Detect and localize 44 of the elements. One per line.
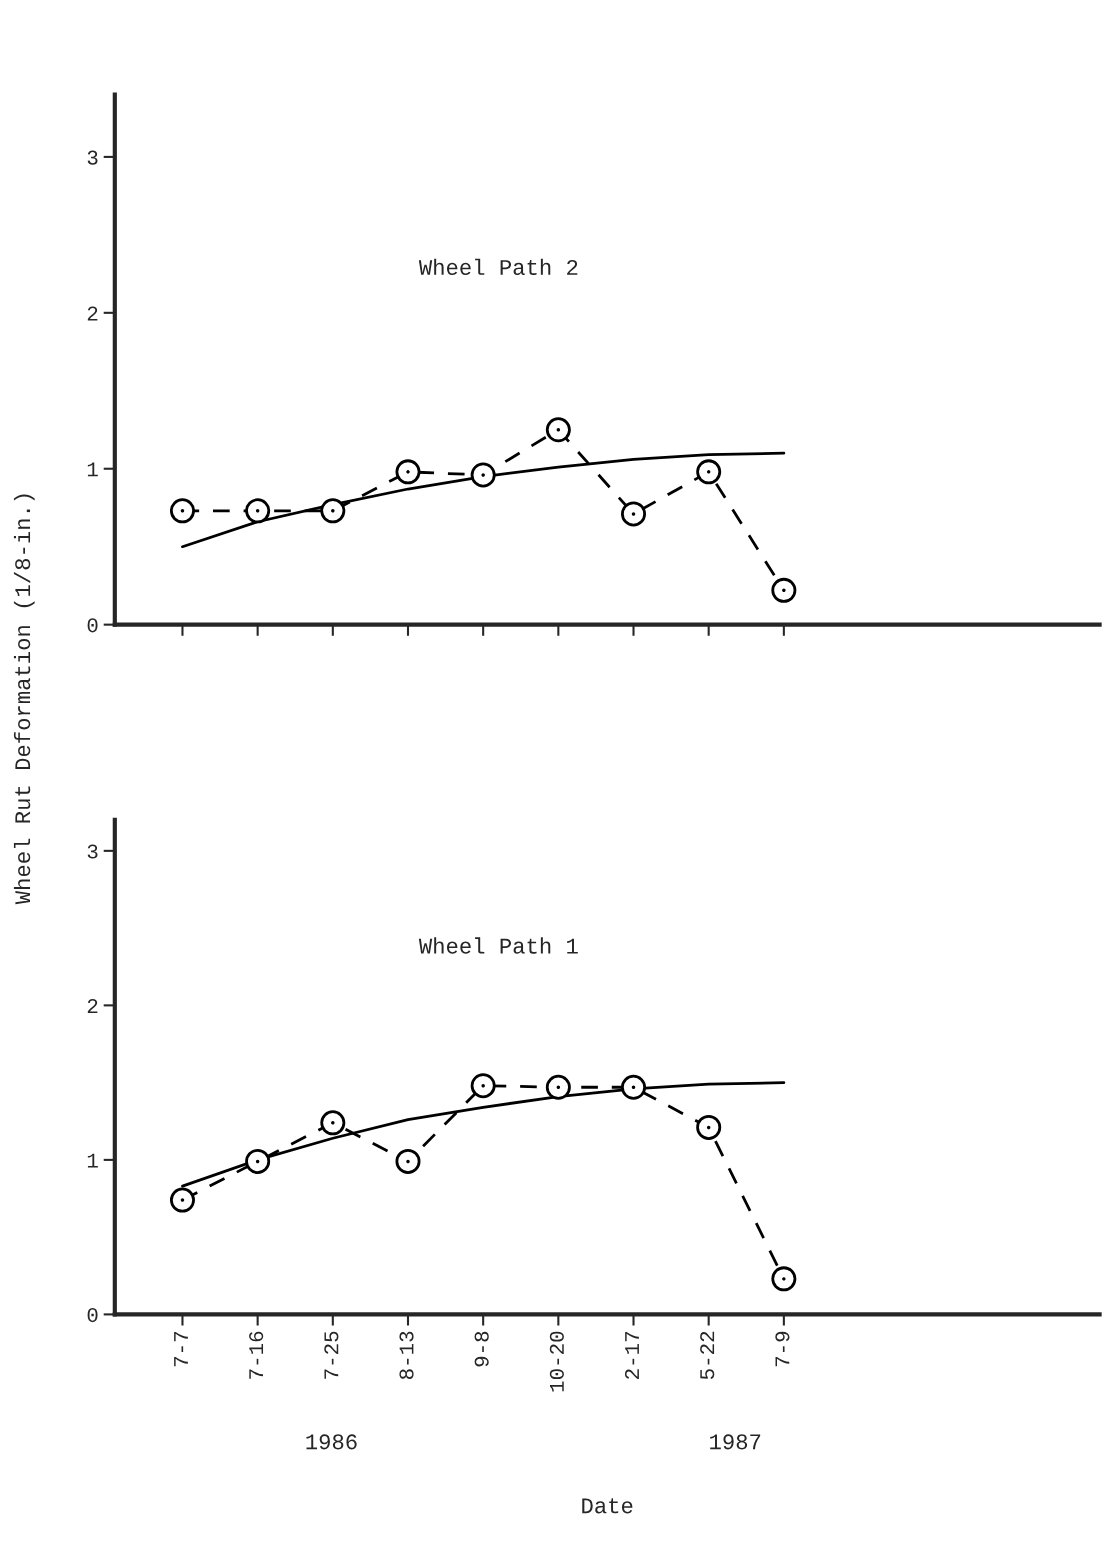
x-axis-title: Date	[582, 1498, 633, 1514]
point	[395, 459, 421, 485]
point	[631, 1085, 636, 1089]
point	[320, 498, 346, 524]
point	[771, 1266, 797, 1292]
point	[545, 417, 571, 443]
text: 1986	[306, 1434, 357, 1450]
point	[245, 498, 271, 524]
x-tick-label: 2-17	[624, 1332, 639, 1379]
y-tick-label: 1	[87, 462, 98, 477]
y-tick-label: 1	[87, 1153, 98, 1168]
y-tick-label: 2	[87, 998, 98, 1013]
x-tick-label: 7-9	[775, 1331, 790, 1367]
x-tick-label: 7-25	[324, 1331, 339, 1379]
y-tick-label: 2	[87, 306, 98, 321]
x-tick-label: 7-16	[249, 1331, 264, 1379]
text: Wheel Path 2	[418, 258, 578, 275]
y-tick-label: 3	[87, 150, 98, 165]
point	[481, 473, 485, 477]
text: Wheel Path 1	[418, 937, 578, 954]
x-tick-label: 5-22	[700, 1331, 715, 1380]
point	[470, 462, 496, 488]
point	[255, 1159, 260, 1164]
point	[621, 1074, 647, 1100]
x-tick-label: 8-13	[399, 1331, 414, 1380]
y-tick-label: 3	[87, 844, 98, 859]
point	[696, 459, 722, 485]
y-axis-title: Wheel Rut Deformation (1/8-in.)	[13, 494, 35, 905]
point	[771, 577, 797, 603]
point	[320, 1110, 346, 1136]
point	[169, 1187, 195, 1213]
y-tick-label: 0	[87, 1308, 98, 1323]
x-tick-label: 7-7	[174, 1332, 188, 1367]
point	[470, 1073, 496, 1099]
x-tick-label: 9-8	[474, 1331, 489, 1367]
point	[395, 1148, 421, 1174]
x-tick-label: 10-20	[549, 1331, 564, 1392]
point	[696, 1114, 722, 1140]
point	[621, 501, 647, 527]
point	[545, 1074, 571, 1100]
text: 1987	[710, 1434, 761, 1450]
y-tick-label: 0	[87, 618, 98, 633]
point	[245, 1148, 271, 1174]
point	[169, 498, 195, 524]
